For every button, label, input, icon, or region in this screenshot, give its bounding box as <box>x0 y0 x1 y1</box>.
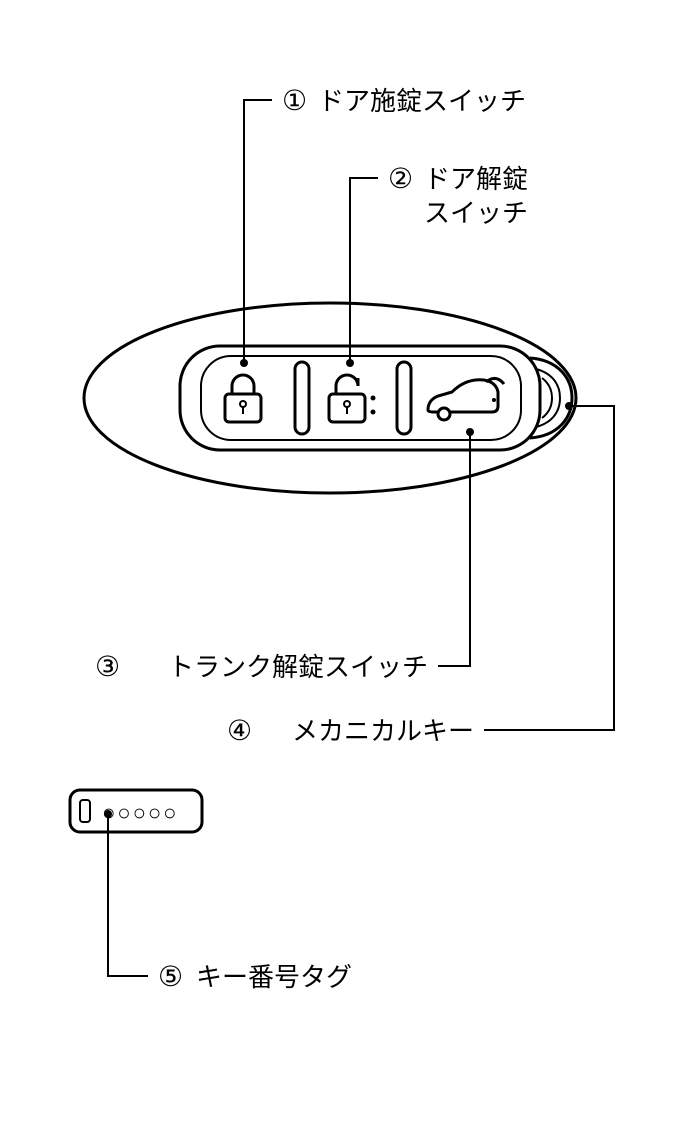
label-2-text-a: ドア解錠 <box>424 164 528 194</box>
leader-5 <box>104 810 148 976</box>
label-4-text: メカニカルキー <box>292 716 474 746</box>
divider-2 <box>397 362 411 434</box>
keyfob-diagram: ① ドア施錠スイッチ ② ドア解錠 スイッチ トランク解錠スイッチ ③ メカニカ… <box>0 0 685 1146</box>
label-4-num: ④ <box>227 715 252 746</box>
label-5-num: ⑤ <box>158 961 183 992</box>
label-5-text: キー番号タグ <box>196 962 352 992</box>
label-2-num: ② <box>388 163 413 194</box>
label-3-text: トランク解錠スイッチ <box>168 652 428 682</box>
label-3-num: ③ <box>95 651 120 682</box>
divider-1 <box>295 362 309 434</box>
label-2-text-b: スイッチ <box>424 198 528 228</box>
label-1-num: ① <box>282 85 307 116</box>
fob-body <box>180 346 540 450</box>
tag-code: ○○○○○ <box>102 800 178 825</box>
label-1-text: ドア施錠スイッチ <box>318 86 526 116</box>
key-number-tag: ○○○○○ <box>70 790 202 832</box>
